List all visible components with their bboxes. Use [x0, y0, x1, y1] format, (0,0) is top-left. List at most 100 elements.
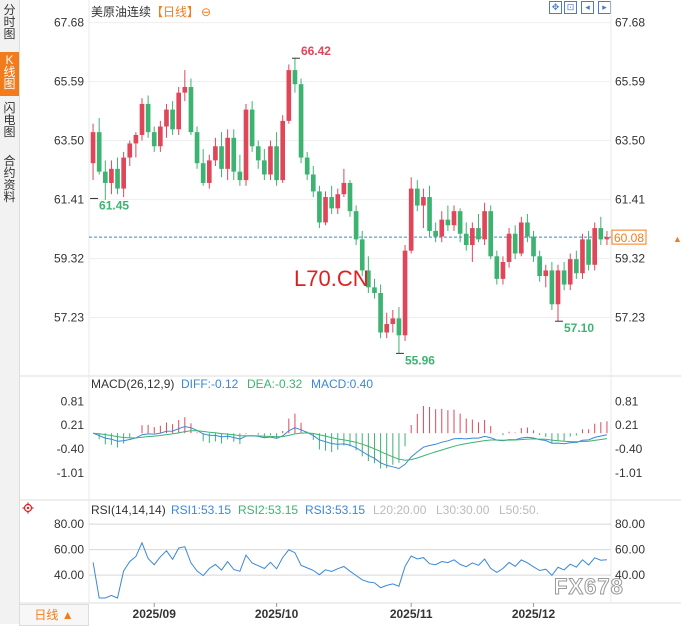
candle: [604, 230, 610, 246]
candle: [427, 185, 432, 237]
candle: [366, 256, 371, 293]
candle: [127, 140, 133, 167]
candle-body: [476, 228, 481, 240]
candle: [170, 101, 175, 135]
candle-body: [402, 250, 408, 336]
price-tick-left: 57.23: [54, 311, 84, 325]
candle-body: [317, 191, 322, 223]
candle: [329, 185, 334, 214]
candle: [219, 132, 224, 178]
candle: [139, 98, 145, 141]
candle-body: [384, 324, 390, 333]
candle: [255, 140, 261, 169]
price-tick-left: 59.32: [54, 252, 84, 266]
candle: [182, 70, 188, 102]
candle: [488, 205, 494, 260]
candle: [249, 101, 255, 152]
candle: [482, 202, 487, 246]
date-tick-label: 2025/12: [512, 607, 556, 621]
candle: [543, 264, 549, 288]
low-price-label: 57.10: [564, 321, 594, 335]
candle: [445, 205, 451, 231]
zoom-out-icon[interactable]: ⊡: [564, 1, 577, 14]
candle-body: [304, 157, 310, 175]
candle: [280, 115, 286, 183]
candle: [512, 225, 518, 260]
candle-body: [237, 171, 243, 181]
candle-body: [439, 219, 445, 237]
period-selector-button[interactable]: 日线 ▲: [19, 604, 89, 626]
candle-body: [574, 259, 579, 274]
candle: [317, 185, 322, 229]
macd-dif-line: [92, 425, 607, 470]
candle-body: [494, 256, 500, 279]
candle-body: [164, 109, 169, 127]
price-tick-left: 67.68: [54, 16, 84, 30]
candle: [433, 222, 438, 243]
candle-body: [598, 228, 604, 240]
candle-body: [512, 233, 518, 254]
price-tick-right: 65.59: [615, 75, 645, 89]
macd-tick-left: -1.01: [57, 466, 85, 480]
candle-body: [414, 188, 420, 206]
candle-body: [580, 239, 585, 274]
side-tab-contract-info[interactable]: 合约资料: [3, 154, 16, 204]
candle-body: [372, 287, 377, 293]
side-tab-flash-chart[interactable]: 闪电图: [3, 101, 16, 139]
candle-body: [286, 70, 292, 121]
minus-circle-icon[interactable]: ⊖: [201, 5, 212, 19]
candle-body: [298, 84, 304, 158]
candle-body: [158, 126, 163, 147]
price-tick-right: 59.32: [615, 252, 645, 266]
rsi-tick-right: 40.00: [615, 568, 645, 582]
candle: [384, 312, 390, 339]
candle-body: [292, 70, 298, 85]
candle: [347, 180, 353, 217]
candle-body: [200, 163, 206, 183]
candle-body: [525, 222, 530, 237]
candle-body: [133, 134, 139, 144]
candle-body: [90, 132, 96, 164]
macd-tick-left: 0.81: [61, 394, 85, 408]
candle: [500, 256, 506, 285]
candle: [463, 222, 469, 251]
last-price-tag: 60.08: [614, 231, 644, 245]
candle: [335, 188, 341, 214]
rsi-legend-rsi3: RSI3:53.15: [305, 503, 365, 517]
candle: [231, 129, 237, 181]
candle: [133, 132, 139, 158]
date-tick-label: 2025/09: [133, 607, 177, 621]
side-tab-kline[interactable]: K线图: [0, 52, 19, 96]
side-tab-intraday[interactable]: 分时图: [3, 3, 16, 41]
candle-body: [359, 239, 365, 271]
settings-icon[interactable]: [22, 502, 34, 514]
candle-body: [463, 233, 469, 246]
candle-body: [567, 259, 573, 285]
candle-body: [451, 211, 457, 226]
zoom-in-icon[interactable]: ✥: [549, 1, 562, 14]
move-left-icon[interactable]: ◂: [581, 1, 594, 14]
candle: [268, 140, 273, 181]
candle: [90, 123, 96, 181]
candle: [555, 264, 561, 322]
candle: [390, 309, 396, 333]
candle-body: [329, 197, 334, 209]
candle-body: [268, 146, 273, 175]
candle: [470, 222, 475, 262]
candle-body: [182, 87, 188, 93]
candle-body: [231, 137, 237, 172]
rsi-tick-left: 40.00: [54, 568, 84, 582]
candle-body: [102, 171, 108, 183]
price-tick-left: 63.50: [54, 134, 84, 148]
candle: [402, 245, 408, 341]
candle: [292, 58, 298, 93]
candle: [353, 205, 359, 246]
candle-body: [470, 228, 475, 246]
rsi-title: RSI(14,14,14): [91, 503, 166, 517]
macd-legend-dea: DEA:-0.32: [247, 377, 303, 391]
candle-body: [249, 109, 255, 147]
last-price-marker: ▲: [673, 234, 681, 244]
candle-body: [109, 168, 114, 183]
candle: [158, 120, 163, 152]
